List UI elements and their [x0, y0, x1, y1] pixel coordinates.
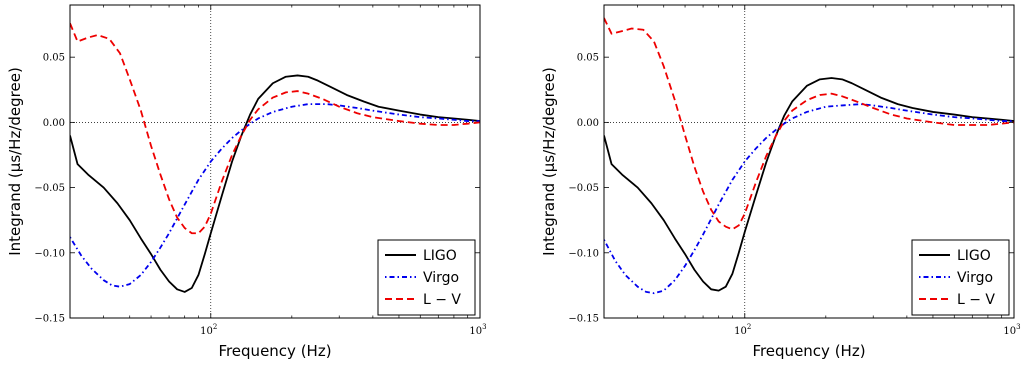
x-tick-label: 103 — [469, 323, 486, 337]
legend-label: LIGO — [423, 248, 457, 264]
series-line-virgo — [604, 103, 1014, 295]
y-tick-label: −0.10 — [34, 248, 65, 259]
series-line-l-v — [70, 22, 480, 235]
y-tick-label: 0.05 — [577, 53, 599, 64]
x-axis-label: Frequency (Hz) — [752, 342, 865, 360]
x-axis-label: Frequency (Hz) — [218, 342, 331, 360]
legend: LIGO Virgo L − V — [377, 239, 476, 316]
y-tick-label: 0.00 — [577, 118, 599, 129]
series-line-ligo — [70, 74, 480, 293]
legend-label: Virgo — [957, 270, 993, 286]
legend-label: L − V — [957, 292, 995, 308]
legend-label: Virgo — [423, 270, 459, 286]
legend-label: LIGO — [957, 248, 991, 264]
plot-frame — [69, 4, 481, 319]
y-axis-label: Integrand (μs/Hz/degree) — [540, 67, 558, 256]
series-line-virgo — [70, 103, 480, 288]
y-tick-label: −0.10 — [568, 248, 599, 259]
plot-frame — [603, 4, 1015, 319]
series-line-ligo — [604, 77, 1014, 292]
x-tick-label: 103 — [1003, 323, 1020, 337]
legend-label: L − V — [423, 292, 461, 308]
y-tick-label: −0.05 — [34, 183, 65, 194]
series-group — [604, 17, 1014, 295]
y-tick-label: −0.05 — [568, 183, 599, 194]
y-tick-label: 0.00 — [43, 118, 65, 129]
y-axis-label: Integrand (μs/Hz/degree) — [6, 67, 24, 256]
y-tick-label: −0.15 — [568, 314, 599, 325]
x-tick-label: 102 — [734, 323, 751, 337]
chart-panel-2: 102 103 0.05 0.00 −0.05 −0.10 −0.15 Frequency (… — [540, 4, 1021, 360]
series-group — [70, 22, 480, 293]
x-tick-label: 102 — [200, 323, 217, 337]
series-line-l-v — [604, 17, 1014, 231]
legend: LIGO Virgo L − V — [911, 239, 1010, 316]
chart-panel-1: 102 103 0.05 0.00 −0.05 −0.10 −0.15 Frequency (… — [6, 4, 487, 360]
y-tick-label: 0.05 — [43, 53, 65, 64]
y-tick-label: −0.15 — [34, 314, 65, 325]
